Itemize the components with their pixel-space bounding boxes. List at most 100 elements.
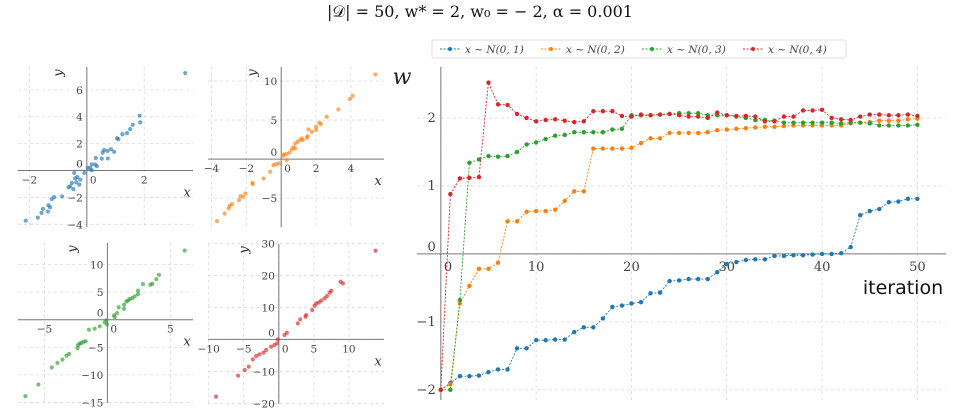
series-point — [858, 120, 863, 125]
scatter-point — [75, 346, 80, 351]
scatter-point — [282, 332, 287, 338]
x-tick-label: −5 — [37, 324, 52, 336]
series-point — [486, 369, 491, 375]
scatter-point — [264, 347, 269, 353]
series-point — [572, 329, 577, 335]
series-point — [915, 122, 920, 127]
series-point — [810, 252, 815, 257]
series-point — [543, 117, 548, 123]
scatter-point — [64, 353, 69, 358]
x-tick-label: 2 — [141, 175, 148, 187]
series-point — [905, 117, 911, 122]
scatter-point — [72, 170, 77, 176]
scatter-point — [226, 206, 231, 211]
series-line-4 — [440, 80, 918, 390]
y-tick-label: −2 — [417, 383, 436, 398]
series-point — [591, 325, 596, 330]
series-point — [648, 113, 653, 118]
scatter-point — [78, 177, 83, 182]
scatter-point — [293, 146, 298, 151]
scatter-point — [40, 206, 46, 211]
scatter-point — [135, 291, 141, 297]
series-point — [486, 80, 491, 85]
series-point — [476, 174, 482, 180]
series-point — [734, 126, 739, 132]
series-point — [553, 117, 558, 122]
series-point — [667, 278, 672, 284]
series-point — [877, 118, 882, 123]
scatter-point — [293, 141, 298, 146]
scatter-point — [36, 382, 41, 387]
series-point — [514, 111, 520, 117]
series-point — [762, 124, 768, 130]
scatter-point — [313, 124, 319, 129]
scatter-point — [71, 186, 76, 192]
y-tick-label: −5 — [88, 342, 103, 354]
series-point — [800, 253, 806, 258]
y-tick-label: 2 — [428, 111, 436, 126]
series-point — [514, 346, 520, 351]
series-point — [686, 114, 691, 119]
scatter-point — [23, 394, 28, 399]
series-point — [905, 196, 911, 202]
y-tick-label: 6 — [76, 85, 83, 97]
scatter-point — [130, 122, 135, 127]
series-point — [858, 212, 863, 218]
series-point — [762, 119, 768, 124]
series-point — [877, 123, 882, 128]
scatter-point — [214, 219, 220, 224]
series-point — [705, 276, 710, 282]
legend-label: x ∼ N(0, 4) — [768, 44, 827, 56]
scatter-point — [238, 193, 243, 199]
series-point — [448, 387, 453, 393]
y-tick-label: −1 — [417, 315, 436, 330]
series-point — [915, 113, 920, 119]
series-point — [753, 114, 758, 119]
scatter-point — [336, 107, 341, 112]
series-point — [514, 219, 520, 224]
scatter-point — [49, 365, 54, 370]
series-point — [610, 108, 615, 114]
scatter-point — [104, 322, 110, 327]
series-point — [524, 115, 529, 121]
scatter-point — [116, 305, 121, 310]
series-point — [533, 119, 539, 124]
y-tick-label: 0 — [268, 327, 275, 339]
series-point — [562, 118, 567, 123]
scatter-point — [135, 288, 141, 293]
series-point — [715, 128, 720, 133]
scatter-point — [137, 113, 142, 118]
series-point — [505, 219, 510, 224]
x-tick-label: 0 — [284, 163, 291, 175]
x-tick-label: 50 — [909, 260, 926, 275]
series-point — [667, 130, 672, 136]
x-tick-label: 0 — [90, 175, 97, 187]
series-point — [896, 199, 901, 204]
series-point — [838, 121, 844, 126]
legend-marker — [549, 47, 553, 51]
scatter-point — [235, 373, 241, 378]
scatter-point — [46, 203, 51, 208]
scatter-point — [317, 120, 322, 125]
series-point — [886, 118, 892, 123]
series-point — [610, 146, 615, 151]
series-point — [705, 130, 710, 135]
series-point — [905, 123, 911, 128]
scatter-subplot-3: −5 0 5 −15 −10 −5 0 5 10 x y — [18, 243, 193, 409]
series-point — [495, 154, 501, 159]
series-point — [838, 251, 844, 256]
series-point — [781, 123, 787, 129]
series-point — [896, 118, 901, 123]
series-point — [553, 337, 558, 342]
series-point — [772, 119, 777, 124]
series-point — [800, 120, 806, 125]
series-point — [676, 130, 682, 136]
scatter-point — [246, 364, 251, 369]
x-axis-label: x — [374, 354, 382, 369]
series-point — [734, 259, 739, 265]
series-point — [886, 113, 892, 118]
series-point — [676, 278, 682, 283]
scatter-point — [350, 93, 355, 98]
scatter-point — [295, 321, 300, 326]
scatter-point — [60, 194, 65, 199]
